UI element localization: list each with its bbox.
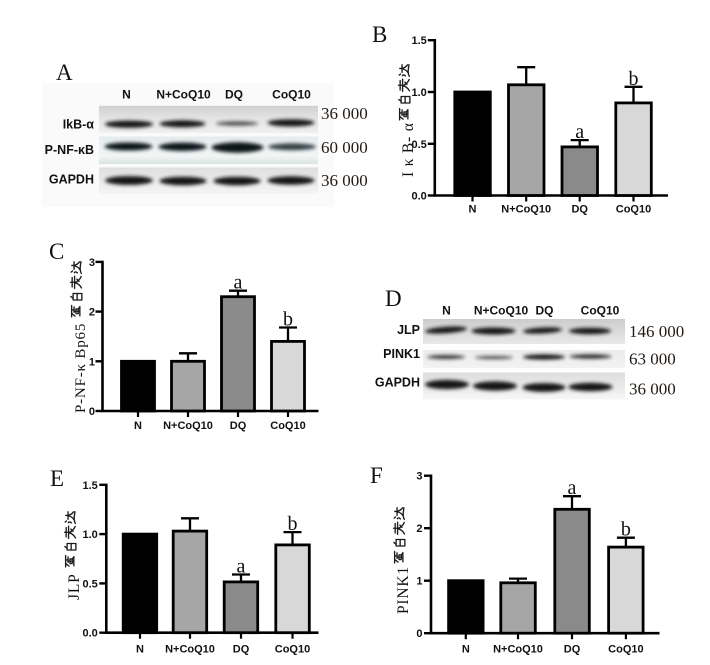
svg-text:JLP: JLP [66, 573, 83, 600]
svg-text:1: 1 [89, 356, 95, 368]
svg-text:2: 2 [416, 523, 422, 535]
svg-text:DQ: DQ [233, 644, 250, 656]
svg-text:CoQ10: CoQ10 [581, 304, 620, 318]
svg-text:GAPDH: GAPDH [375, 376, 420, 390]
svg-text:63 000: 63 000 [629, 350, 676, 369]
svg-text:a: a [568, 477, 577, 499]
svg-text:3: 3 [89, 257, 95, 269]
svg-text:a: a [575, 121, 584, 143]
svg-text:D: D [385, 286, 402, 311]
svg-text:I κ B- α: I κ B- α [400, 122, 417, 177]
svg-text:JLP: JLP [397, 323, 420, 337]
svg-text:1.5: 1.5 [412, 35, 427, 47]
svg-text:1.5: 1.5 [83, 480, 98, 492]
svg-text:N: N [122, 88, 131, 102]
svg-text:N+CoQ10: N+CoQ10 [501, 204, 551, 216]
svg-text:0: 0 [416, 628, 422, 640]
svg-text:C: C [49, 239, 64, 264]
svg-text:P-NF-κB: P-NF-κB [45, 143, 94, 157]
svg-text:F: F [370, 463, 383, 488]
svg-text:b: b [283, 309, 293, 331]
svg-text:DQ: DQ [225, 88, 243, 102]
svg-text:CoQ10: CoQ10 [272, 88, 311, 102]
svg-text:N: N [442, 304, 451, 318]
svg-text:N+CoQ10: N+CoQ10 [493, 644, 543, 656]
svg-text:36 000: 36 000 [629, 380, 676, 399]
svg-text:N+CoQ10: N+CoQ10 [163, 420, 213, 432]
svg-text:DQ: DQ [536, 304, 554, 318]
svg-text:60 000: 60 000 [321, 138, 368, 157]
svg-text:0: 0 [89, 406, 95, 418]
svg-text:CoQ10: CoQ10 [275, 644, 310, 656]
svg-text:0.5: 0.5 [83, 578, 98, 590]
svg-text:E: E [50, 466, 64, 491]
svg-text:P-NF-κ Bp65: P-NF-κ Bp65 [73, 323, 89, 413]
svg-text:B: B [372, 22, 387, 47]
svg-text:1: 1 [416, 576, 422, 588]
svg-text:146 000: 146 000 [629, 322, 684, 341]
svg-text:0.0: 0.0 [83, 628, 98, 640]
svg-text:3: 3 [416, 471, 422, 483]
svg-text:DQ: DQ [571, 204, 588, 216]
svg-text:a: a [234, 272, 243, 294]
svg-text:36 000: 36 000 [321, 104, 368, 123]
svg-text:1.0: 1.0 [412, 87, 427, 99]
svg-text:DQ: DQ [564, 644, 581, 656]
svg-text:b: b [621, 519, 631, 541]
svg-text:N+CoQ10: N+CoQ10 [165, 644, 215, 656]
svg-text:CoQ10: CoQ10 [608, 644, 643, 656]
svg-text:1.0: 1.0 [83, 529, 98, 541]
svg-text:A: A [56, 60, 73, 85]
svg-text:N: N [462, 644, 470, 656]
svg-text:36 000: 36 000 [321, 171, 368, 190]
svg-text:PINK1: PINK1 [383, 347, 420, 361]
svg-text:PINK1: PINK1 [395, 566, 412, 614]
svg-text:N: N [469, 204, 477, 216]
svg-text:a: a [237, 556, 246, 578]
svg-text:DQ: DQ [230, 420, 247, 432]
svg-text:CoQ10: CoQ10 [616, 204, 651, 216]
svg-text:IkB-α: IkB-α [63, 118, 95, 132]
svg-text:N: N [134, 420, 142, 432]
svg-text:CoQ10: CoQ10 [270, 420, 305, 432]
svg-text:b: b [629, 68, 639, 90]
svg-text:2: 2 [89, 307, 95, 319]
svg-text:b: b [288, 513, 298, 535]
svg-text:0.0: 0.0 [412, 191, 427, 203]
svg-text:N: N [136, 644, 144, 656]
svg-text:0.5: 0.5 [412, 139, 427, 151]
svg-text:N+CoQ10: N+CoQ10 [156, 88, 211, 102]
svg-text:N+CoQ10: N+CoQ10 [474, 304, 529, 318]
svg-text:GAPDH: GAPDH [49, 173, 94, 187]
